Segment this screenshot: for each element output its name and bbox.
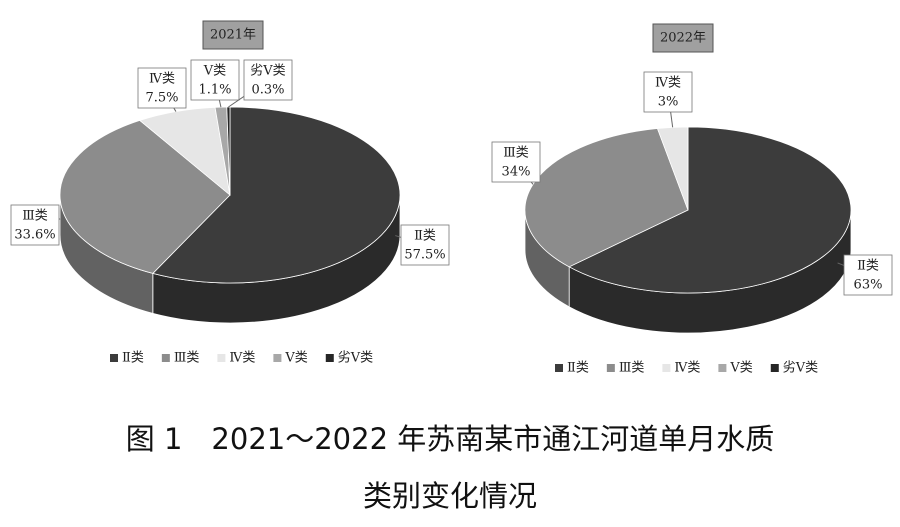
label-box xyxy=(243,59,293,101)
value-label: 34% xyxy=(502,165,531,180)
pie-slice xyxy=(152,106,401,284)
label-box xyxy=(400,224,450,266)
value-label: 57.5% xyxy=(404,248,445,263)
label-box xyxy=(10,204,60,246)
value-label: 63% xyxy=(854,278,883,293)
label-box xyxy=(137,67,187,109)
category-label: 劣Ⅴ类 xyxy=(250,64,285,79)
legend-swatch xyxy=(770,364,779,372)
legend-swatch xyxy=(217,354,226,362)
chart-title: 2021年 xyxy=(210,28,256,43)
legend-label: 劣Ⅴ类 xyxy=(783,361,818,376)
value-label: 3% xyxy=(658,95,679,110)
legend-label: Ⅱ类 xyxy=(567,361,589,376)
caption: 类别变化情况 xyxy=(363,479,537,513)
value-label: 7.5% xyxy=(145,91,178,106)
legend-label: Ⅴ类 xyxy=(284,351,307,366)
legend-label: Ⅴ类 xyxy=(729,361,752,376)
legend-label: Ⅲ类 xyxy=(174,351,200,366)
legend-label: 劣Ⅴ类 xyxy=(338,351,373,366)
value-label: 1.1% xyxy=(198,83,231,98)
caption: 图 1 2021～2022 年苏南某市通江河道单月水质 xyxy=(126,422,775,456)
legend-swatch xyxy=(606,364,615,372)
label-box xyxy=(190,59,240,101)
legend-swatch xyxy=(161,354,170,362)
label-box xyxy=(843,254,893,296)
legend-swatch xyxy=(273,354,282,362)
category-label: Ⅳ类 xyxy=(149,72,175,87)
label-box xyxy=(491,141,541,183)
legend-swatch xyxy=(325,354,334,362)
chart-title: 2022年 xyxy=(660,31,706,46)
legend-swatch xyxy=(555,364,563,372)
legend-label: Ⅳ类 xyxy=(229,351,255,366)
category-label: Ⅱ类 xyxy=(414,229,436,244)
legend-swatch xyxy=(110,354,118,362)
value-label: 33.6% xyxy=(14,228,55,243)
value-label: 0.3% xyxy=(251,83,284,98)
category-label: Ⅲ类 xyxy=(22,209,48,224)
legend-swatch xyxy=(718,364,727,372)
title-box xyxy=(652,23,714,53)
category-label: Ⅳ类 xyxy=(655,76,681,91)
legend-swatch xyxy=(662,364,671,372)
legend-label: Ⅳ类 xyxy=(674,361,700,376)
label-box xyxy=(643,71,693,113)
category-label: Ⅲ类 xyxy=(503,146,529,161)
legend-label: Ⅱ类 xyxy=(122,351,144,366)
category-label: Ⅱ类 xyxy=(857,259,879,274)
legend-label: Ⅲ类 xyxy=(619,361,645,376)
pie-slice xyxy=(59,119,231,274)
pie-slice xyxy=(524,128,689,268)
title-box xyxy=(202,20,264,50)
pie-slice xyxy=(226,106,231,196)
pie-slice xyxy=(568,126,852,294)
category-label: Ⅴ类 xyxy=(203,64,226,79)
